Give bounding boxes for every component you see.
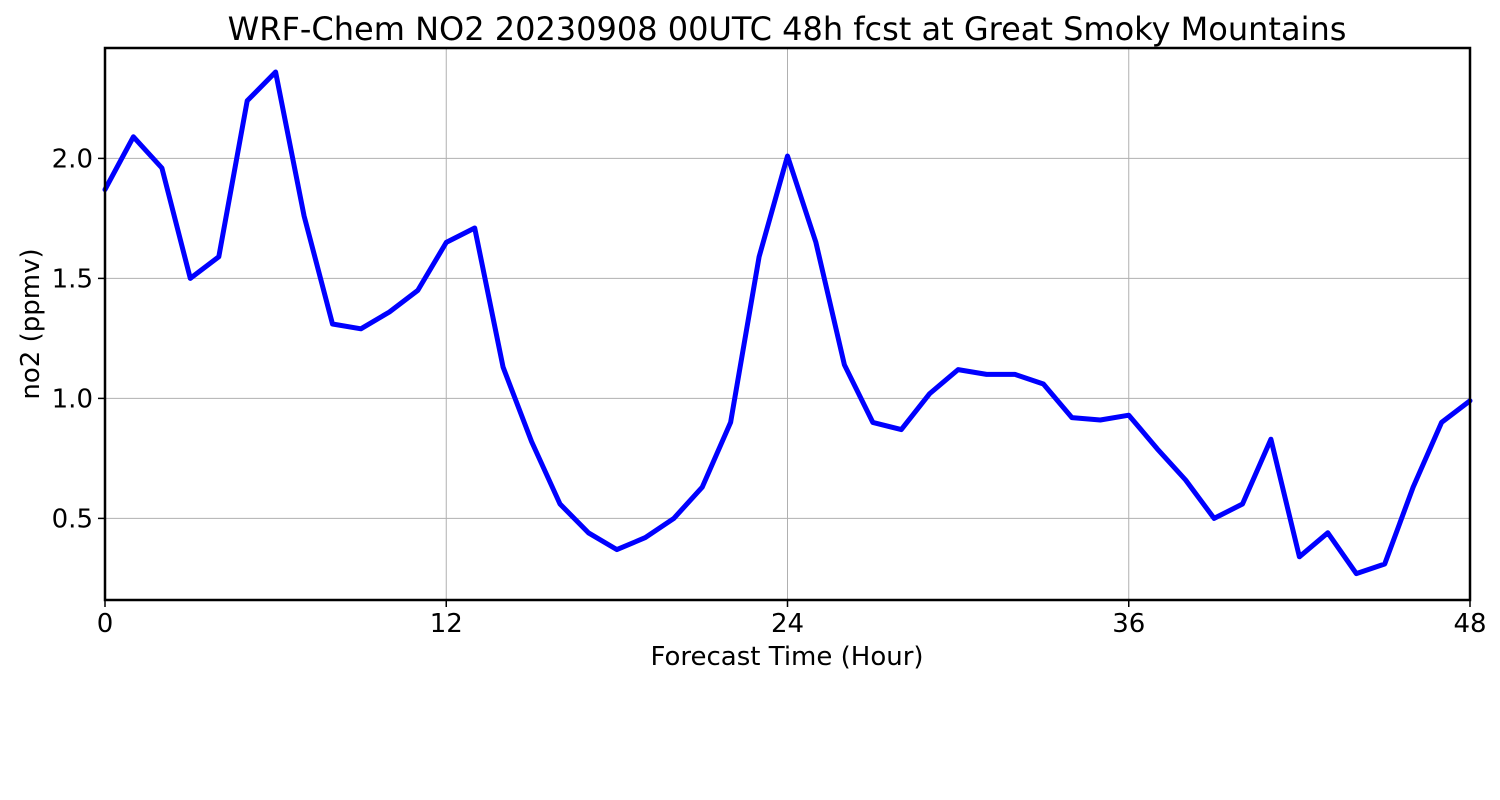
- x-axis-label: Forecast Time (Hour): [650, 642, 923, 672]
- axis-ticks: 0 12 24 36 48 0.5 1.0 1.5 2.0: [52, 144, 1487, 639]
- series-layer: [102, 69, 1473, 577]
- chart-title: WRF-Chem NO2 20230908 00UTC 48h fcst at …: [228, 10, 1347, 48]
- x-tick-label: 24: [771, 609, 804, 639]
- x-tick-label: 36: [1112, 609, 1145, 639]
- y-tick-label: 1.5: [52, 264, 93, 294]
- x-tick-label: 48: [1453, 609, 1486, 639]
- x-tick-label: 12: [430, 609, 463, 639]
- y-axis-label: no2 (ppmv): [16, 248, 46, 399]
- y-tick-label: 1.0: [52, 384, 93, 414]
- no2-series-line: [102, 69, 1473, 577]
- x-tick-label: 0: [97, 609, 114, 639]
- y-tick-label: 2.0: [52, 144, 93, 174]
- y-tick-label: 0.5: [52, 504, 93, 534]
